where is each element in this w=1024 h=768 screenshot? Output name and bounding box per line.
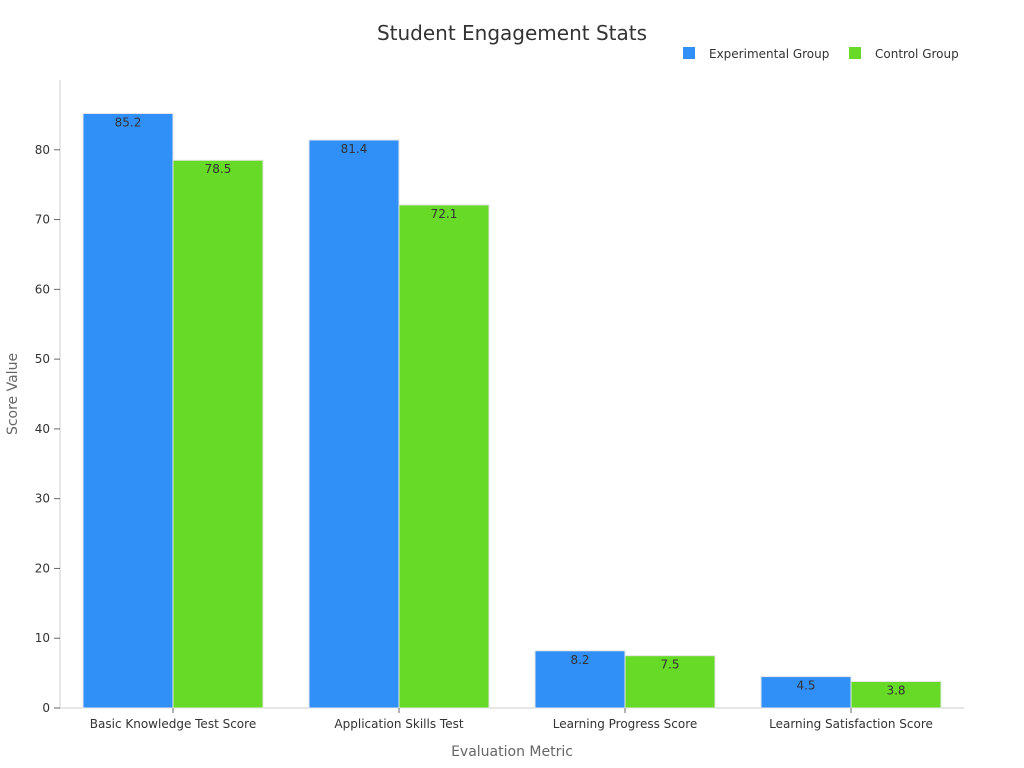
- y-tick-label: 60: [35, 282, 50, 296]
- data-label: 78.5: [205, 162, 232, 176]
- legend-swatch: [683, 47, 695, 59]
- bar: [172, 159, 264, 709]
- y-tick-label: 20: [35, 561, 50, 575]
- data-label: 7.5: [660, 658, 679, 672]
- y-tick-label: 70: [35, 213, 50, 227]
- y-tick-label: 0: [42, 701, 50, 715]
- bar: [850, 680, 942, 709]
- data-label: 85.2: [115, 115, 142, 129]
- bar: [534, 650, 626, 709]
- x-tick-label: Learning Satisfaction Score: [769, 717, 933, 731]
- data-label: 72.1: [431, 207, 458, 221]
- x-tick-label: Basic Knowledge Test Score: [90, 717, 256, 731]
- chart-title: Student Engagement Stats: [377, 21, 647, 45]
- y-tick-label: 10: [35, 631, 50, 645]
- legend-swatch: [849, 47, 861, 59]
- y-tick-label: 80: [35, 143, 50, 157]
- y-tick-label: 50: [35, 352, 50, 366]
- bar: [760, 676, 852, 709]
- bar: [624, 655, 716, 709]
- x-tick-label: Application Skills Test: [334, 717, 463, 731]
- y-axis-title: Score Value: [5, 353, 21, 435]
- data-label: 4.5: [796, 679, 815, 693]
- plot-area: 0 10 20 30 40 50 60 70 80 85.2 78.5 Basic Knowledge…: [35, 80, 964, 731]
- x-tick-label: Learning Progress Score: [553, 717, 698, 731]
- data-label: 81.4: [341, 142, 368, 156]
- legend: Experimental Group Control Group: [683, 47, 959, 61]
- legend-label: Control Group: [875, 47, 959, 61]
- data-label: 3.8: [886, 683, 905, 697]
- legend-label: Experimental Group: [709, 47, 829, 61]
- bar: [308, 139, 400, 709]
- y-tick-label: 40: [35, 422, 50, 436]
- y-tick-label: 30: [35, 492, 50, 506]
- data-label: 8.2: [570, 653, 589, 667]
- bar: [82, 112, 174, 709]
- bar: [398, 204, 490, 709]
- x-axis-title: Evaluation Metric: [451, 744, 573, 760]
